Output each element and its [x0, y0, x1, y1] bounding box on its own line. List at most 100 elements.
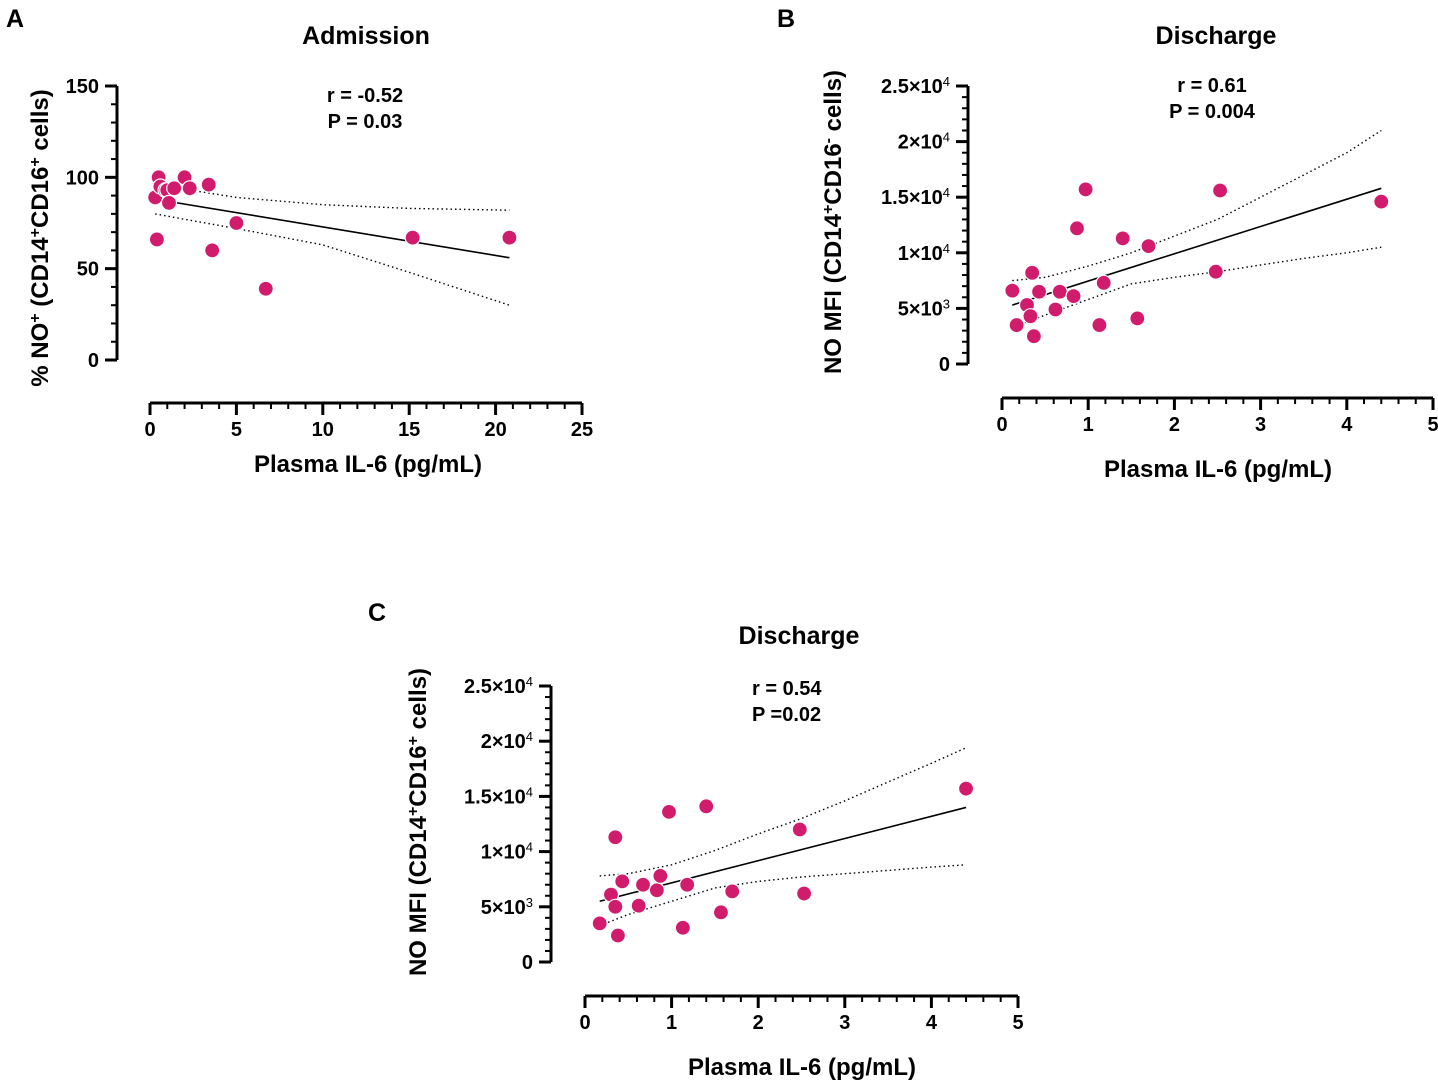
panel-b-stat-p: P = 0.004	[1169, 101, 1256, 123]
data-point	[1207, 263, 1224, 280]
data-point	[200, 176, 217, 193]
data-point	[1047, 301, 1064, 318]
panel-c: C Discharge r = 0.54 P =0.02 Plasma IL-6…	[368, 599, 1024, 1081]
data-point	[404, 229, 421, 246]
data-point	[1068, 220, 1086, 237]
y-tick-label: 1×104	[481, 839, 533, 864]
panel-c-stat-r: r = 0.54	[752, 678, 822, 700]
y-tick-label: 50	[77, 259, 99, 281]
panel-a-stat-p: P = 0.03	[328, 111, 403, 133]
data-point	[148, 231, 166, 248]
x-tick-label: 20	[484, 419, 506, 441]
panel-a-x-axis-label: Plasma IL-6 (pg/mL)	[254, 451, 482, 478]
panel-c-y-axis-label: NO MFI (CD14+CD16+ cells)	[405, 668, 433, 976]
data-point	[712, 904, 730, 921]
data-point	[1211, 182, 1229, 199]
x-tick-label: 5	[1427, 414, 1438, 436]
data-point	[228, 214, 245, 232]
panel-a-y-axis-label: % NO+ (CD14+CD16+ cells)	[27, 89, 55, 386]
x-tick-label: 5	[231, 419, 242, 441]
x-tick-label: 3	[839, 1012, 850, 1034]
data-point	[609, 927, 627, 944]
y-tick-label: 2×104	[898, 129, 950, 154]
data-point	[204, 242, 221, 259]
panel-b-letter: B	[777, 5, 795, 33]
y-tick-label: 2.5×104	[881, 74, 950, 99]
x-tick-label: 10	[312, 419, 334, 441]
panel-b-x-axis-label: Plasma IL-6 (pg/mL)	[1104, 456, 1332, 483]
y-tick-label: 0	[88, 350, 99, 372]
x-tick-label: 3	[1255, 414, 1266, 436]
data-point	[674, 919, 691, 936]
data-point	[591, 915, 608, 932]
panel-c-plot: 0 1 2 3 4 5 0 5×103 1×104 1.5×104 2×104 2.5×104	[464, 674, 1024, 1035]
y-tick-label: 5×103	[898, 296, 950, 321]
y-tick-label: 5×103	[481, 894, 533, 919]
data-point	[698, 798, 715, 815]
y-tick-label: 1.5×104	[464, 784, 533, 809]
y-tick-label: 0	[939, 354, 950, 376]
panel-b-title: Discharge	[1156, 22, 1277, 50]
data-point	[679, 876, 696, 893]
data-point	[1077, 181, 1094, 198]
data-point	[160, 194, 178, 212]
ci-upper-line	[599, 747, 967, 877]
data-point	[652, 867, 669, 884]
x-tick-label: 0	[579, 1012, 590, 1034]
data-point	[648, 882, 665, 899]
ci-upper-line	[1012, 129, 1382, 282]
data-point	[1004, 282, 1021, 299]
data-point	[607, 829, 624, 846]
panel-c-title: Discharge	[739, 622, 860, 650]
panel-c-letter: C	[368, 599, 386, 627]
data-point	[1022, 308, 1039, 325]
y-tick-label: 2×104	[481, 729, 533, 754]
regression-line	[155, 198, 510, 259]
data-point	[1030, 283, 1048, 300]
data-point	[1129, 310, 1146, 327]
y-tick-label: 0	[522, 952, 533, 974]
panel-a-stat-r: r = -0.52	[327, 85, 403, 107]
data-point	[181, 180, 198, 197]
data-point	[630, 897, 647, 914]
x-tick-label: 25	[571, 419, 593, 441]
data-point	[1114, 230, 1131, 247]
data-point	[607, 898, 624, 915]
panel-c-stat-p: P =0.02	[752, 704, 821, 726]
data-point	[1024, 264, 1041, 281]
data-point	[791, 821, 808, 838]
panel-b-y-axis-label: NO MFI (CD14+CD16- cells)	[820, 70, 848, 374]
x-tick-label: 0	[996, 414, 1007, 436]
x-tick-label: 2	[1169, 414, 1180, 436]
panel-b: B Discharge r = 0.61 P = 0.004 Plasma IL…	[777, 5, 1438, 483]
x-tick-label: 4	[926, 1012, 938, 1034]
x-tick-label: 5	[1012, 1012, 1023, 1034]
panel-a-letter: A	[6, 5, 24, 33]
x-tick-label: 0	[144, 419, 155, 441]
data-point	[660, 803, 678, 820]
data-point	[1091, 316, 1108, 334]
x-tick-label: 1	[666, 1012, 677, 1034]
panel-a-plot: 0 5 10 15 20 25 0 50 100 150	[66, 76, 594, 441]
regression-line	[1012, 187, 1382, 306]
data-point	[795, 885, 813, 902]
y-tick-label: 1×104	[898, 240, 950, 265]
x-tick-label: 1	[1083, 414, 1094, 436]
data-point	[1065, 288, 1082, 305]
data-point	[1140, 238, 1157, 255]
data-point	[1051, 283, 1068, 300]
x-tick-label: 2	[753, 1012, 764, 1034]
data-point	[257, 280, 274, 297]
x-tick-label: 15	[398, 419, 420, 441]
y-tick-label: 2.5×104	[464, 674, 533, 699]
x-tick-label: 4	[1341, 414, 1353, 436]
panel-a: A Admission r = -0.52 P = 0.03 Plasma IL…	[6, 5, 593, 478]
data-point	[1095, 274, 1112, 291]
data-point	[634, 876, 652, 893]
ci-lower-line	[155, 213, 510, 306]
data-point	[1008, 316, 1025, 334]
panel-b-stat-r: r = 0.61	[1177, 75, 1247, 97]
data-point	[1025, 328, 1042, 345]
data-point	[1373, 193, 1390, 210]
